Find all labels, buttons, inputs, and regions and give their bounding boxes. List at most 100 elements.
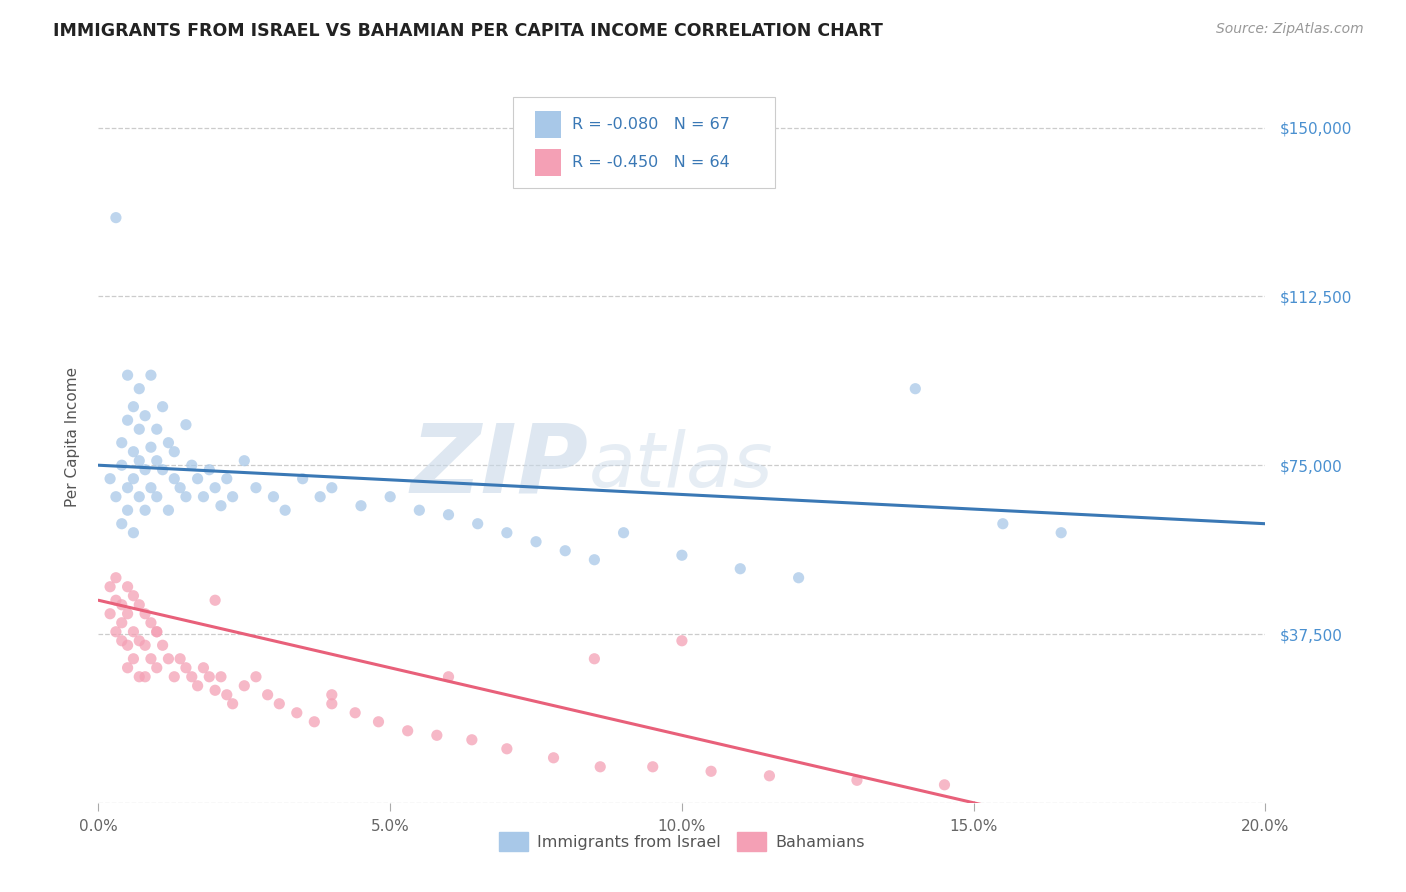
Point [187, 472, 209, 486]
Point [128, 598, 150, 612]
Point [139, 652, 162, 666]
Point [671, 633, 693, 648]
Point [380, 490, 402, 504]
Point [134, 670, 156, 684]
Point [321, 481, 343, 495]
Point [285, 706, 308, 720]
Point [128, 633, 150, 648]
Point [274, 503, 297, 517]
Text: IMMIGRANTS FROM ISRAEL VS BAHAMIAN PER CAPITA INCOME CORRELATION CHART: IMMIGRANTS FROM ISRAEL VS BAHAMIAN PER C… [53, 22, 883, 40]
Point [904, 382, 927, 396]
Point [146, 661, 169, 675]
Point [396, 723, 419, 738]
Point [367, 714, 389, 729]
Point [134, 638, 156, 652]
Point [98, 472, 121, 486]
Point [245, 481, 267, 495]
Point [117, 368, 139, 383]
FancyBboxPatch shape [534, 111, 561, 138]
Point [321, 697, 343, 711]
Point [134, 409, 156, 423]
Point [134, 463, 156, 477]
Point [198, 670, 221, 684]
Point [157, 652, 180, 666]
Point [991, 516, 1014, 531]
Point [146, 453, 169, 467]
Text: R = -0.450   N = 64: R = -0.450 N = 64 [572, 155, 730, 169]
Point [117, 661, 139, 675]
Point [122, 472, 145, 486]
Point [134, 503, 156, 517]
Point [174, 417, 197, 432]
Text: ZIP: ZIP [411, 420, 589, 513]
Point [730, 562, 752, 576]
Point [583, 553, 606, 567]
Point [117, 413, 139, 427]
Point [111, 615, 134, 630]
Point [215, 472, 238, 486]
Point [111, 633, 134, 648]
Point [128, 453, 150, 467]
Point [934, 778, 956, 792]
Point [233, 679, 256, 693]
Point [122, 444, 145, 458]
Point [146, 422, 169, 436]
Point [221, 490, 243, 504]
Point [122, 525, 145, 540]
FancyBboxPatch shape [534, 149, 561, 177]
Y-axis label: Per Capita Income: Per Capita Income [65, 367, 80, 508]
Point [128, 422, 150, 436]
Point [139, 368, 162, 383]
Point [128, 670, 150, 684]
Point [122, 589, 145, 603]
Point [671, 548, 693, 562]
Text: Source: ZipAtlas.com: Source: ZipAtlas.com [1216, 22, 1364, 37]
Point [139, 615, 162, 630]
Point [554, 543, 576, 558]
Point [152, 638, 174, 652]
Point [122, 624, 145, 639]
Point [758, 769, 780, 783]
Point [583, 652, 606, 666]
Point [104, 624, 127, 639]
Point [111, 458, 134, 473]
Text: atlas: atlas [589, 429, 773, 503]
Point [122, 400, 145, 414]
Point [157, 435, 180, 450]
Point [524, 534, 547, 549]
Point [117, 481, 139, 495]
Point [98, 607, 121, 621]
Point [134, 607, 156, 621]
Point [128, 382, 150, 396]
Point [461, 732, 484, 747]
Point [233, 453, 256, 467]
Point [437, 508, 460, 522]
Point [467, 516, 489, 531]
Point [787, 571, 810, 585]
Point [122, 652, 145, 666]
Legend: Immigrants from Israel, Bahamians: Immigrants from Israel, Bahamians [492, 826, 872, 857]
Point [180, 458, 202, 473]
Point [256, 688, 278, 702]
Point [163, 670, 186, 684]
Point [198, 463, 221, 477]
Point [163, 444, 186, 458]
Point [111, 598, 134, 612]
Point [98, 580, 121, 594]
Point [174, 490, 197, 504]
Point [291, 472, 314, 486]
Point [117, 607, 139, 621]
Point [104, 490, 127, 504]
Point [543, 751, 565, 765]
Point [111, 516, 134, 531]
Point [426, 728, 449, 742]
Point [245, 670, 267, 684]
Point [321, 688, 343, 702]
Point [344, 706, 367, 720]
Point [846, 773, 869, 788]
Point [128, 490, 150, 504]
Point [146, 624, 169, 639]
Point [146, 624, 169, 639]
Point [117, 503, 139, 517]
Point [104, 593, 127, 607]
